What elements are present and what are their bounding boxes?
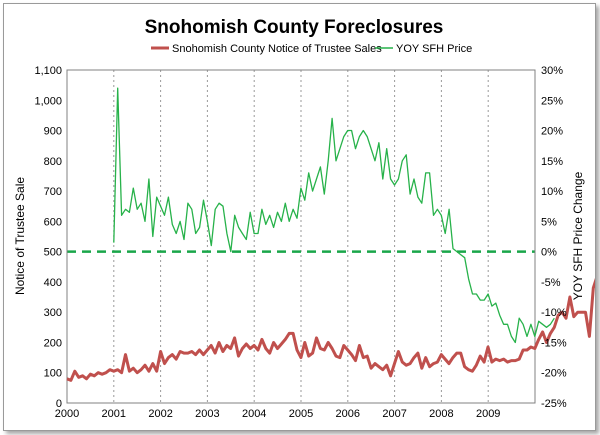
- x-tick-label-2006: 2006: [336, 408, 360, 420]
- y-left-axis-label: Notice of Trustee Sale: [13, 177, 27, 295]
- y-right-tick-label: -15%: [541, 337, 567, 349]
- chart-canvas: Snohomish County Foreclosures Snohomish …: [13, 17, 595, 420]
- x-tick-label-2005: 2005: [289, 408, 313, 420]
- y-left-tick-label: 100: [44, 368, 62, 380]
- chart-title: Snohomish County Foreclosures: [145, 17, 444, 38]
- y-right-tick-label: 20%: [541, 126, 563, 138]
- y-left-tick-label: 800: [44, 156, 62, 168]
- legend: Snohomish County Notice of Trustee Sales…: [151, 43, 472, 55]
- y-right-tick-label: -5%: [541, 277, 561, 289]
- y-right-tick-label: 0%: [541, 247, 557, 259]
- y-right-axis-ticks: -25% -20% -15% -10% -5% 0% 5% 10% 15% 20% 25% 30%: [541, 65, 567, 410]
- x-tick-label-2007: 2007: [382, 408, 406, 420]
- series-line-yoy-sfh-price: [113, 87, 555, 344]
- y-left-tick-label: 1,100: [34, 65, 62, 77]
- y-left-tick-label: 500: [44, 247, 62, 259]
- y-right-tick-label: 15%: [541, 156, 563, 168]
- y-right-tick-label: 30%: [541, 65, 563, 77]
- x-tick-label-2001: 2001: [102, 408, 126, 420]
- y-left-tick-label: 400: [44, 277, 62, 289]
- series-line-snohomish-county-notice-of-trustee-sales: [66, 277, 595, 382]
- x-axis-ticks: 2000 2001 2002 2003 2004 2005 2006 2007 2008 2009: [55, 408, 501, 420]
- legend-label-notice-of-trustee-sales: Snohomish County Notice of Trustee Sales: [172, 43, 382, 55]
- x-tick-label-2009: 2009: [476, 408, 500, 420]
- y-right-tick-label: 10%: [541, 186, 563, 198]
- x-tick-label-2004: 2004: [242, 408, 266, 420]
- x-tick-label-2000: 2000: [55, 408, 79, 420]
- y-right-tick-label: -25%: [541, 398, 567, 410]
- chart-frame: Snohomish County Foreclosures Snohomish …: [3, 3, 596, 431]
- y-left-tick-label: 700: [44, 186, 62, 198]
- y-left-tick-label: 0: [56, 398, 62, 410]
- x-tick-label-2008: 2008: [429, 408, 453, 420]
- y-left-tick-label: 900: [44, 126, 62, 138]
- y-left-tick-label: 600: [44, 216, 62, 228]
- y-right-tick-label: -10%: [541, 307, 567, 319]
- y-right-axis-label: YOY SFH Price Change: [571, 171, 585, 300]
- y-right-tick-label: 5%: [541, 216, 557, 228]
- legend-label-yoy-sfh-price: YOY SFH Price: [396, 43, 472, 55]
- x-tick-label-2002: 2002: [148, 408, 172, 420]
- y-left-tick-label: 200: [44, 337, 62, 349]
- y-left-axis-ticks: 0 100 200 300 400 500 600 700 800 900 1,000 1,100: [34, 65, 62, 410]
- y-right-tick-label: -20%: [541, 368, 567, 380]
- plot-area: [66, 69, 536, 404]
- y-left-tick-label: 300: [44, 307, 62, 319]
- y-left-tick-label: 1,000: [34, 95, 62, 107]
- y-right-tick-label: 25%: [541, 95, 563, 107]
- series-layer: [66, 87, 595, 382]
- x-tick-label-2003: 2003: [195, 408, 219, 420]
